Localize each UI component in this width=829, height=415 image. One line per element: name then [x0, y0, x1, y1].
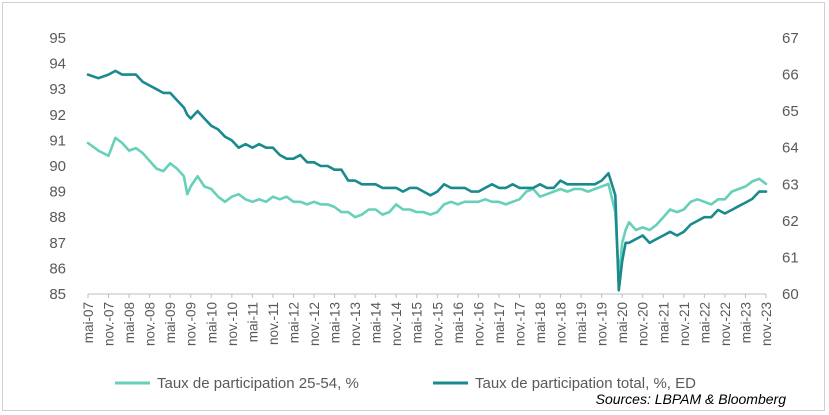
- x-axis-tick-label: mai-22: [697, 302, 712, 343]
- x-axis-tick-label: nov.-07: [102, 302, 117, 346]
- left-axis-tick-label: 91: [49, 132, 66, 149]
- left-axis-ticks: 85 86 87 88 89 90 91 92 93 94 95: [49, 30, 66, 303]
- right-axis-tick-label: 64: [782, 140, 799, 157]
- x-axis-tick-label: mai-19: [574, 302, 589, 343]
- x-axis-tick-label: nov.-12: [307, 302, 322, 346]
- x-axis-tick-label: mai-14: [369, 302, 384, 344]
- right-axis-ticks: 60 61 62 63 64 65 66 67: [782, 30, 799, 303]
- x-axis-tick-label: mai-10: [204, 302, 219, 343]
- x-axis-tick-label: mai-17: [492, 302, 507, 343]
- x-axis-tick-label: nov.-16: [471, 302, 486, 346]
- x-axis-tick-label: mai-18: [533, 302, 548, 343]
- right-axis-tick-label: 66: [782, 67, 799, 84]
- series-line-1: [86, 69, 768, 292]
- left-axis-tick-label: 89: [49, 184, 66, 201]
- x-axis-tick-label: nov.-17: [512, 302, 527, 346]
- left-axis-tick-label: 93: [49, 81, 66, 98]
- x-axis-tick-label: mai-07: [81, 302, 96, 343]
- x-axis-tick-label: nov.-15: [430, 302, 445, 346]
- chart-frame: [2, 2, 825, 411]
- right-axis-tick-label: 61: [782, 249, 799, 266]
- left-axis-tick-label: 94: [49, 56, 66, 73]
- x-axis-tick-label: mai-16: [451, 302, 466, 343]
- left-axis-tick-label: 95: [49, 30, 66, 47]
- x-axis-tick-label: nov.-23: [759, 302, 774, 346]
- x-axis-tick-label: nov.-08: [143, 302, 158, 346]
- left-axis-tick-label: 88: [49, 209, 66, 226]
- x-axis-tick-label: mai-12: [286, 302, 301, 343]
- x-axis-tick-label: nov.-22: [718, 302, 733, 346]
- x-axis-tick-label: nov.-13: [348, 302, 363, 346]
- x-axis-tick-label: mai-08: [122, 302, 137, 343]
- left-axis-tick-label: 85: [49, 286, 66, 303]
- x-axis-tick-label: mai-23: [738, 302, 753, 343]
- x-axis-tick-label: nov.-10: [225, 302, 240, 346]
- left-axis-tick-label: 90: [49, 158, 66, 175]
- x-axis-tick-label: nov.-11: [266, 302, 281, 345]
- x-axis-tick-label: mai-09: [163, 302, 178, 343]
- legend: Taux de participation 25-54, % Taux de p…: [115, 375, 696, 392]
- right-axis-tick-label: 62: [782, 213, 799, 230]
- series-lines: [86, 69, 768, 292]
- x-axis-tick-label: mai-21: [656, 302, 671, 343]
- x-axis-tick-label: nov.-19: [595, 302, 610, 346]
- x-axis-tick-label: nov.-09: [184, 302, 199, 346]
- right-axis-tick-label: 67: [782, 30, 799, 47]
- x-axis-tick-label: nov.-21: [677, 302, 692, 346]
- x-axis-tick-label: mai-15: [410, 302, 425, 343]
- series-line-0: [86, 136, 768, 280]
- x-axis-tick-label: nov.-18: [554, 302, 569, 346]
- right-axis-tick-label: 65: [782, 103, 799, 120]
- x-axis-tick-label: mai-11: [245, 302, 260, 342]
- left-axis-tick-label: 86: [49, 260, 66, 277]
- x-axis-tick-label: nov.-20: [636, 302, 651, 346]
- left-axis-tick-label: 87: [49, 235, 66, 252]
- right-axis-tick-label: 60: [782, 286, 799, 303]
- source-note: Sources: LBPAM & Bloomberg: [596, 391, 787, 407]
- x-axis-tick-label: nov.-14: [389, 302, 404, 347]
- right-axis-tick-label: 63: [782, 176, 799, 193]
- x-axis-tick-label: mai-20: [615, 302, 630, 343]
- left-axis-tick-label: 92: [49, 107, 66, 124]
- x-axis-tick-label: mai-13: [328, 302, 343, 343]
- x-axis-ticks: mai-07 nov.-07 mai-08 nov.-08 mai-09 nov.-09 m…: [81, 294, 774, 346]
- legend-label-series-1: Taux de participation total, %, ED: [475, 375, 696, 392]
- legend-label-series-0: Taux de participation 25-54, %: [157, 375, 359, 392]
